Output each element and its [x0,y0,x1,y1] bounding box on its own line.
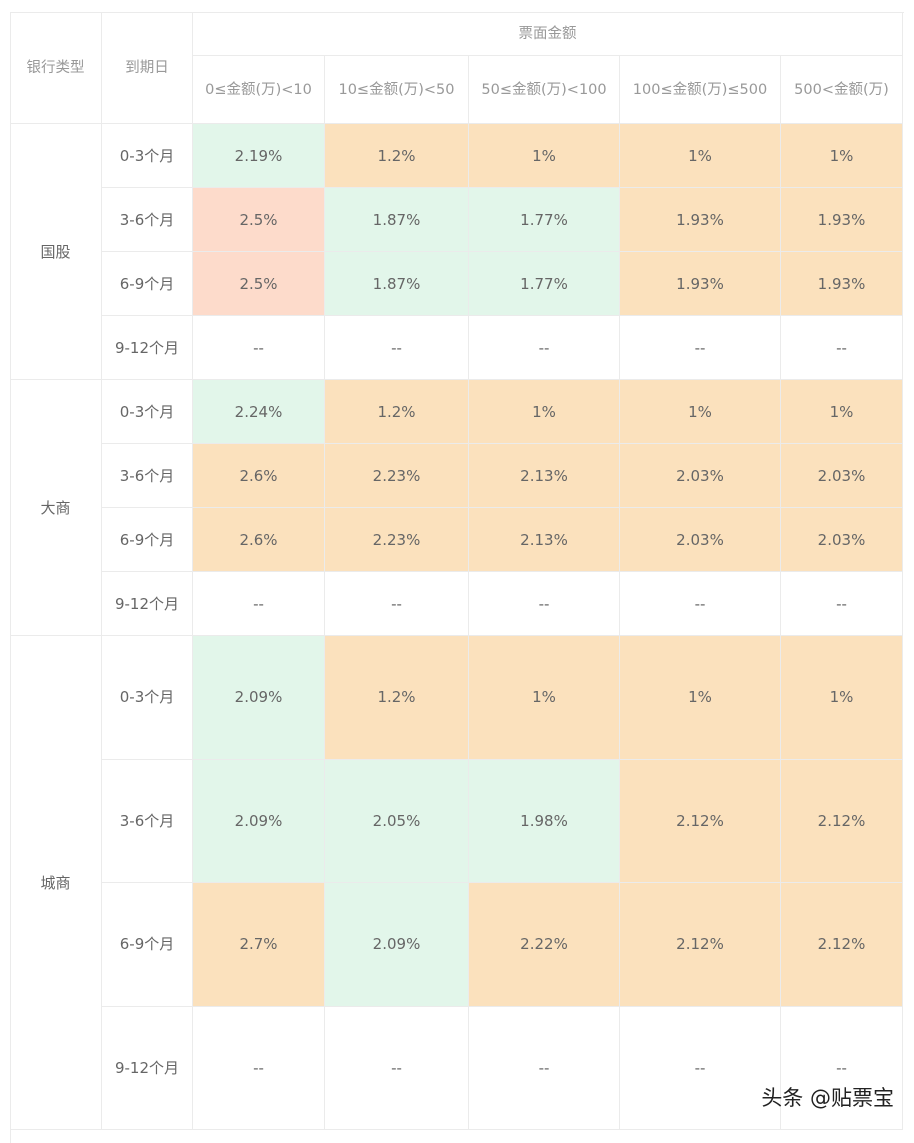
rate-cell: 1% [620,636,781,760]
rate-cell: 1.2% [325,380,469,444]
maturity-cell: 3-6个月 [102,759,193,883]
amount-column-header: 100≤金额(万)≤500 [620,56,781,124]
rate-cell: 2.03% [781,508,903,572]
rate-cell: 1% [781,380,903,444]
rate-cell: -- [620,1006,781,1130]
rate-cell: 1.93% [620,188,781,252]
rate-cell: 2.23% [325,508,469,572]
amount-column-header: 10≤金额(万)<50 [325,56,469,124]
rate-cell: 2.09% [193,636,325,760]
rate-cell: 2.12% [781,883,903,1007]
rate-cell: 1.2% [325,636,469,760]
rate-cell: 1.93% [781,188,903,252]
rate-cell: -- [325,316,469,380]
rate-cell: 1% [469,124,620,188]
rate-cell: 1.93% [620,252,781,316]
amount-column-header: 50≤金额(万)<100 [469,56,620,124]
maturity-cell: 9-12个月 [102,572,193,636]
bank-type-header: 银行类型 [10,12,102,124]
rate-cell: 1.87% [325,252,469,316]
rate-cell: 2.5% [193,252,325,316]
maturity-cell: 6-9个月 [102,883,193,1007]
rate-cell: -- [193,316,325,380]
rate-cell: -- [325,572,469,636]
rate-cell: 2.6% [193,508,325,572]
maturity-cell: 3-6个月 [102,444,193,508]
amount-column-header: 500<金额(万) [781,56,903,124]
rate-cell: 2.09% [325,883,469,1007]
rate-cell: -- [325,1006,469,1130]
rate-cell: -- [193,1006,325,1130]
rate-cell: 2.03% [620,508,781,572]
table-border [10,12,904,1143]
rate-cell: 1% [620,124,781,188]
rate-cell: -- [620,572,781,636]
rate-cell: 1% [620,380,781,444]
maturity-cell: 6-9个月 [102,508,193,572]
rate-cell: -- [781,1006,903,1130]
rate-cell: 2.19% [193,124,325,188]
bank-type-cell: 国股 [10,124,102,380]
rate-cell: 1% [781,636,903,760]
maturity-cell: 0-3个月 [102,124,193,188]
rate-cell: 2.12% [620,883,781,1007]
rate-cell: 2.22% [469,883,620,1007]
rate-cell: -- [781,316,903,380]
rate-cell: 1.87% [325,188,469,252]
rate-cell: 2.23% [325,444,469,508]
maturity-cell: 0-3个月 [102,636,193,760]
rate-cell: 2.13% [469,444,620,508]
maturity-cell: 9-12个月 [102,316,193,380]
bank-type-cell: 大商 [10,380,102,636]
maturity-cell: 6-9个月 [102,252,193,316]
rate-cell: 1% [781,124,903,188]
rate-cell: 2.13% [469,508,620,572]
maturity-cell: 0-3个月 [102,380,193,444]
rate-cell: 1.77% [469,252,620,316]
rate-cell: 1.98% [469,759,620,883]
maturity-cell: 9-12个月 [102,1006,193,1130]
rate-cell: 1% [469,636,620,760]
rate-cell: 1.77% [469,188,620,252]
rate-cell: 2.05% [325,759,469,883]
rate-cell: 2.03% [620,444,781,508]
amount-group-header: 票面金额 [193,12,903,56]
watermark: 头条 @贴票宝 [761,1086,894,1110]
rate-cell: 2.09% [193,759,325,883]
rate-cell: 2.03% [781,444,903,508]
rate-cell: 2.12% [781,759,903,883]
rate-cell: -- [193,572,325,636]
rate-cell: -- [469,1006,620,1130]
rate-cell: 2.24% [193,380,325,444]
rate-cell: -- [469,316,620,380]
rate-cell: 2.5% [193,188,325,252]
rate-cell: -- [469,572,620,636]
rate-cell: 1.93% [781,252,903,316]
rate-cell: -- [620,316,781,380]
maturity-header: 到期日 [102,12,193,124]
rate-cell: 1.2% [325,124,469,188]
amount-column-header: 0≤金额(万)<10 [193,56,325,124]
rate-cell: -- [781,572,903,636]
maturity-cell: 3-6个月 [102,188,193,252]
rate-cell: 2.12% [620,759,781,883]
rate-cell: 2.7% [193,883,325,1007]
rate-cell: 2.6% [193,444,325,508]
bank-type-cell: 城商 [10,636,102,1130]
rate-cell: 1% [469,380,620,444]
